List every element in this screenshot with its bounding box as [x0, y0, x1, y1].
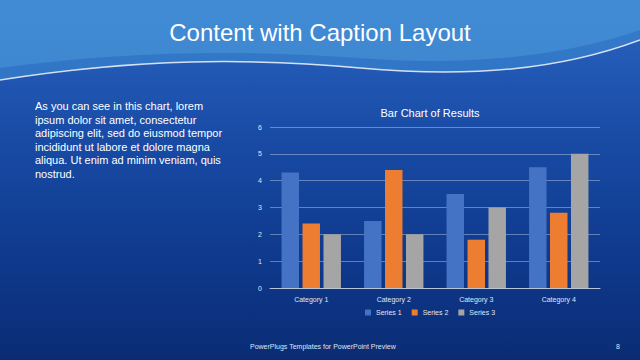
- svg-text:4: 4: [258, 177, 262, 184]
- html-text:As you can see in this chart,: As you can see in this chart, lorem ipsu…: [35, 100, 223, 180]
- svg-text:Series 1: Series 1: [376, 309, 402, 316]
- svg-text:2: 2: [258, 231, 262, 238]
- svg-text:1: 1: [258, 258, 262, 265]
- svg-text:Category 3: Category 3: [459, 296, 493, 304]
- svg-text:3: 3: [258, 204, 262, 211]
- svg-text:Bar Chart of Results: Bar Chart of Results: [380, 107, 480, 119]
- html-text:8: 8: [616, 343, 620, 350]
- svg-text:Category 1: Category 1: [294, 296, 328, 304]
- html-text:PowerPlugs Templates for Power: PowerPlugs Templates for PowerPoint Prev…: [250, 343, 396, 350]
- svg-text:6: 6: [258, 124, 262, 131]
- svg-text:0: 0: [258, 285, 262, 292]
- svg-text:Category 2: Category 2: [377, 296, 411, 304]
- svg-text:Series 2: Series 2: [423, 309, 449, 316]
- svg-text:Series 3: Series 3: [469, 309, 495, 316]
- svg-text:5: 5: [258, 150, 262, 157]
- svg-text:Category 4: Category 4: [542, 296, 576, 304]
- html-text:Content with Caption Layout: Content with Caption Layout: [169, 19, 471, 46]
